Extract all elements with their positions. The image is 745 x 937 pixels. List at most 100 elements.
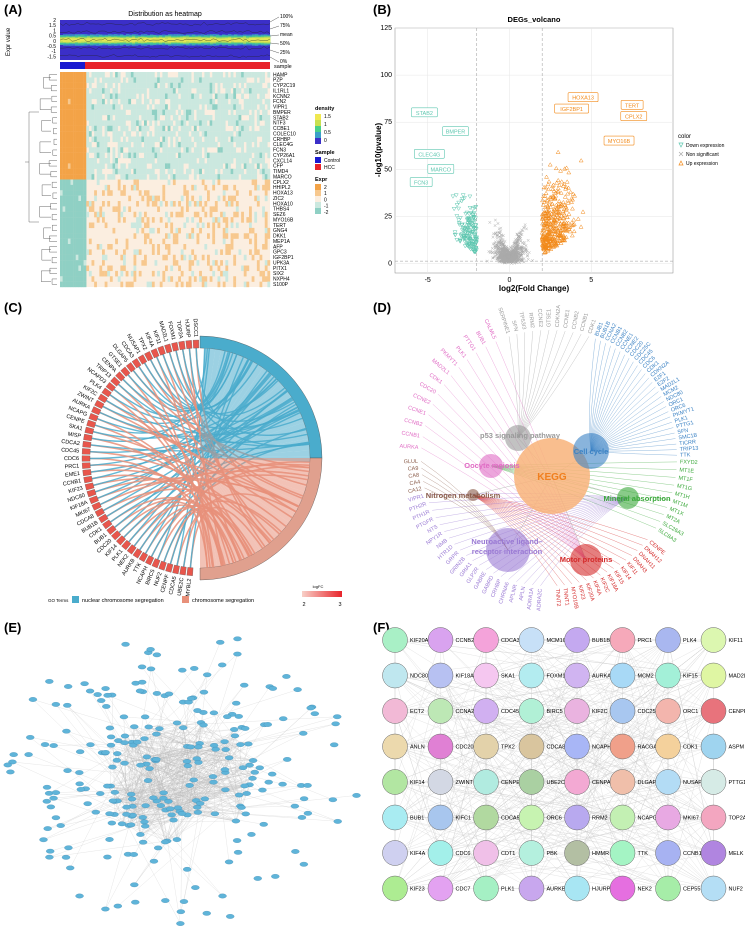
heatmap-cell xyxy=(144,136,147,143)
go-term-swatch xyxy=(72,596,79,603)
heatmap-cell xyxy=(86,141,90,148)
pathway-label: Motor proteins xyxy=(560,555,613,564)
heatmap-cell xyxy=(262,88,265,94)
heatmap-cell xyxy=(112,136,116,143)
heatmap-cell xyxy=(225,184,229,191)
heatmap-cell xyxy=(212,206,216,212)
up-point xyxy=(555,149,561,154)
heatmap-cell xyxy=(238,125,242,132)
heatmap-cell xyxy=(120,254,124,261)
heatmap-cell xyxy=(149,152,153,159)
ppi-edge xyxy=(137,742,166,842)
heatmap-cell xyxy=(201,77,205,83)
heatmap-cell xyxy=(78,254,82,261)
heatmap-cell xyxy=(133,265,137,272)
sample-legend-swatch xyxy=(315,157,321,163)
heatmap-cell xyxy=(196,131,200,137)
up-point xyxy=(571,217,577,222)
gene-label: VIPR1 xyxy=(273,105,288,111)
heatmap-cell xyxy=(212,88,216,94)
heatmap-cell xyxy=(104,136,108,143)
heatmap-cell xyxy=(73,179,76,186)
volcano-legend-symbol xyxy=(678,160,684,166)
heatmap-cell xyxy=(120,109,124,116)
heatmap-cell xyxy=(62,211,66,218)
chord-diagram: MYBL2UBE2CCDCA5CENPFNUF2BIRC5NCAPHTTKAUR… xyxy=(48,318,342,608)
kegg-edge xyxy=(472,494,632,556)
heatmap-cell xyxy=(141,195,145,202)
heatmap-cell xyxy=(65,168,69,175)
heatmap-cell xyxy=(212,227,216,234)
heatmap-cell xyxy=(180,158,184,164)
ppi-edge xyxy=(156,759,253,779)
heatmap-cell xyxy=(196,109,200,116)
kegg-gene-label: PTH2R xyxy=(408,501,427,513)
density-cell xyxy=(228,37,232,43)
heatmap-cell xyxy=(172,233,176,239)
heatmap-cell xyxy=(67,179,71,186)
down-point xyxy=(456,218,462,223)
heatmap-cell xyxy=(207,158,210,164)
heatmap-cell xyxy=(136,174,139,180)
heatmap-cell xyxy=(262,206,265,212)
ppi-edge xyxy=(160,703,237,806)
heatmap-cell xyxy=(67,184,71,191)
heatmap-cell xyxy=(123,260,126,266)
gene-label: FCN3 xyxy=(273,148,286,154)
heatmap-cell xyxy=(151,174,155,180)
quantile-label: 100% xyxy=(280,14,293,20)
pathway-label-line2: receptor interaction xyxy=(472,547,543,556)
heatmap-cell xyxy=(136,131,139,137)
heatmap-cell xyxy=(117,120,121,126)
heatmap-cell xyxy=(251,82,255,89)
heatmap-cell xyxy=(191,163,195,169)
up-point xyxy=(544,208,550,213)
heatmap-cell xyxy=(259,93,263,100)
heatmap-cell xyxy=(159,163,163,169)
heatmap-cell xyxy=(249,115,252,121)
heatmap-cell xyxy=(256,184,260,191)
heatmap-cell xyxy=(254,233,258,239)
heatmap-cell xyxy=(175,93,179,100)
term-fan-chromosome xyxy=(200,458,305,498)
heatmap-cell xyxy=(99,163,103,169)
heatmap-cell xyxy=(144,77,147,83)
heatmap-cell xyxy=(60,120,63,126)
heatmap-cell xyxy=(157,115,160,121)
heatmap-cell xyxy=(214,131,218,137)
heatmap-cell xyxy=(96,174,100,180)
term-fan-chromosome xyxy=(200,458,307,492)
heatmap-cell xyxy=(246,125,250,132)
ppi-edge xyxy=(49,741,138,794)
heatmap-cell xyxy=(175,260,179,266)
down-point xyxy=(464,239,470,244)
heatmap-cell xyxy=(267,152,271,159)
heatmap-cell xyxy=(222,270,226,277)
ppi-edge xyxy=(190,746,254,761)
heatmap-cell xyxy=(86,201,90,207)
heatmap-cell xyxy=(112,77,116,83)
heatmap-cell xyxy=(70,88,74,94)
heatmap-cell xyxy=(209,77,213,83)
down-point xyxy=(464,241,470,246)
density-tick-label: 0 xyxy=(53,39,56,45)
heatmap-cell xyxy=(146,98,150,105)
heatmap-cell xyxy=(204,141,208,148)
ppi-edge xyxy=(95,762,199,813)
heatmap-cell xyxy=(78,265,82,272)
heatmap-cell xyxy=(222,82,226,89)
density-cell xyxy=(240,38,244,42)
heatmap-cell xyxy=(196,168,200,175)
term-fan-nuclear xyxy=(200,406,300,458)
heatmap-cell xyxy=(112,98,116,105)
heatmap-cell xyxy=(115,158,118,164)
heatmap-cell xyxy=(75,254,79,261)
heatmap-cell xyxy=(128,98,132,105)
heatmap-cell xyxy=(157,249,160,255)
heatmap-cell xyxy=(128,93,132,100)
down-point xyxy=(459,228,465,233)
expr-legend-tick: 2 xyxy=(324,185,327,191)
heatmap-cell xyxy=(201,93,205,100)
heatmap-cell xyxy=(120,270,124,277)
y-tick-label: 50 xyxy=(384,166,392,173)
